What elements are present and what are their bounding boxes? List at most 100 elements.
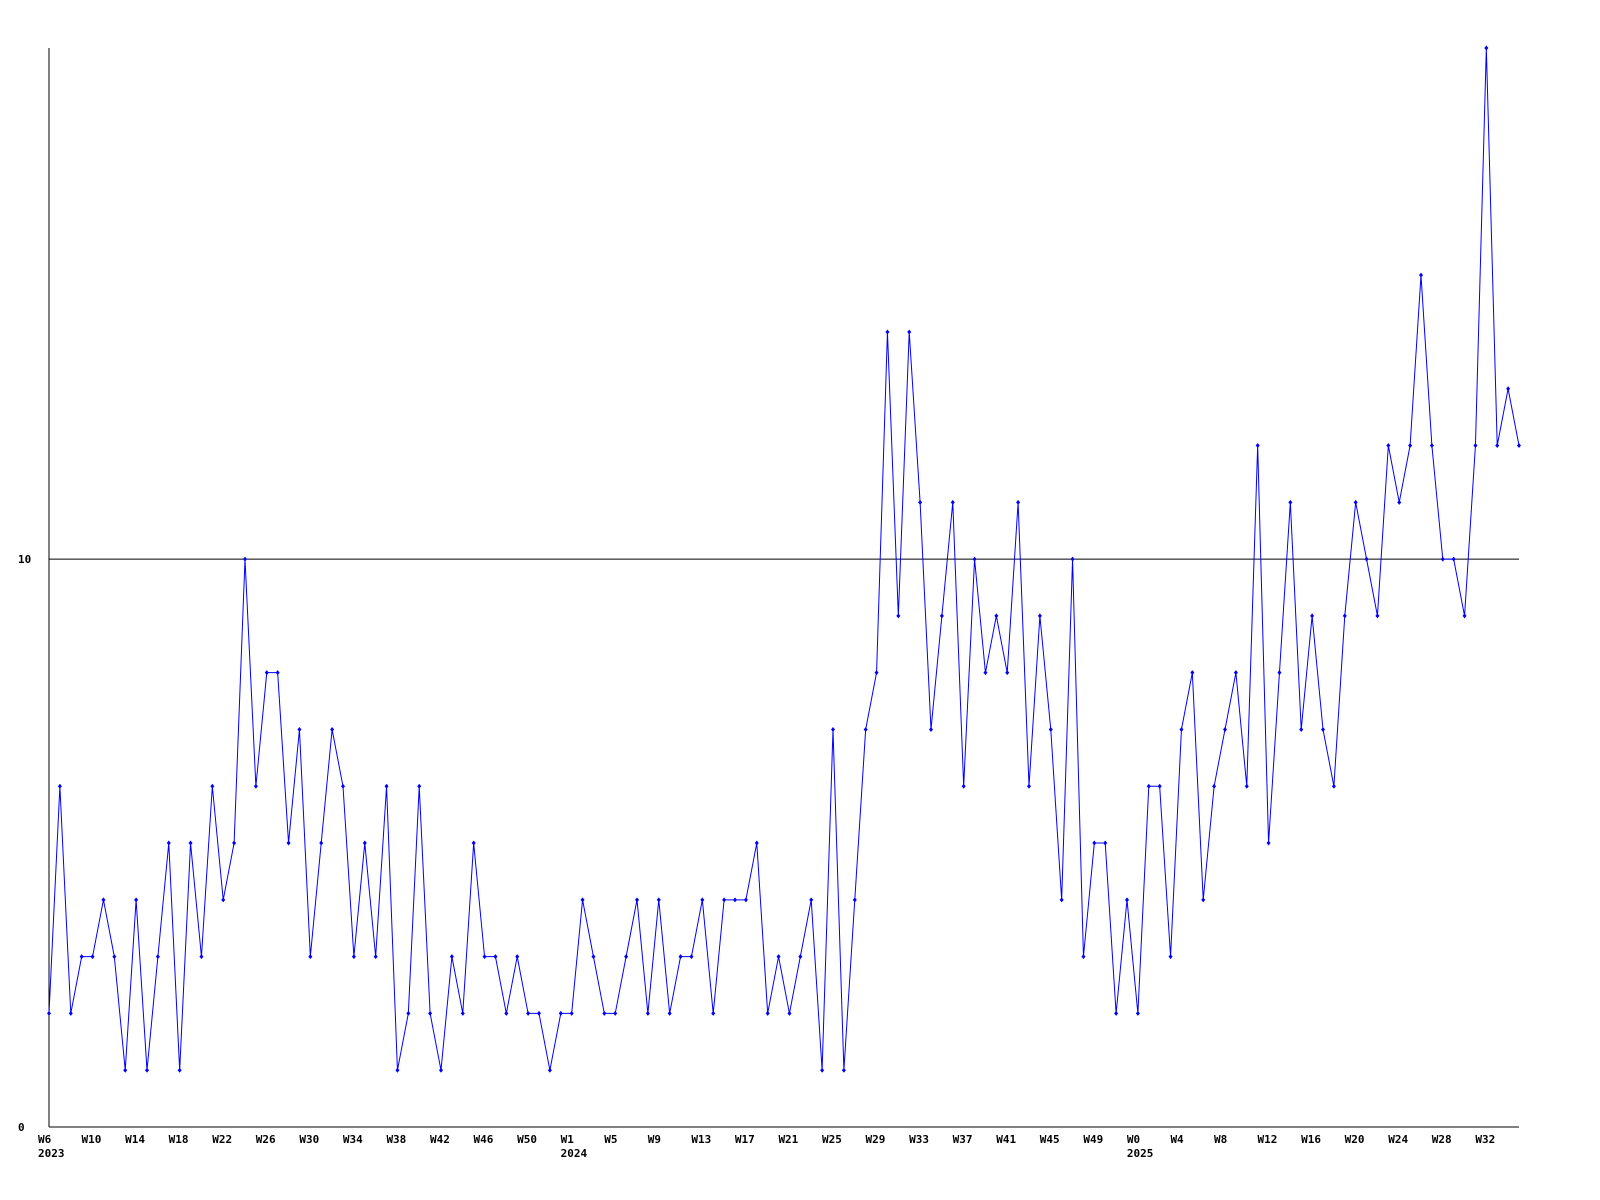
data-point xyxy=(384,783,389,789)
data-point xyxy=(1016,499,1021,505)
x-tick-label: W24 xyxy=(1388,1133,1408,1146)
data-point xyxy=(47,1010,51,1016)
data-point xyxy=(1440,556,1445,562)
data-point xyxy=(831,726,835,732)
x-tick-label: W5 xyxy=(604,1133,617,1146)
x-tick-label: W30 xyxy=(299,1133,319,1146)
data-point xyxy=(1310,613,1315,619)
data-point xyxy=(341,783,345,789)
x-tick-label: W1 xyxy=(561,1133,575,1146)
data-point xyxy=(863,726,868,732)
data-point xyxy=(526,1010,531,1016)
data-point xyxy=(1451,556,1456,562)
x-tick-label: W49 xyxy=(1083,1133,1103,1146)
data-point xyxy=(1212,783,1217,789)
x-tick-label: W38 xyxy=(386,1133,406,1146)
data-point xyxy=(275,670,280,676)
data-point xyxy=(210,783,215,789)
data-point xyxy=(645,1010,650,1016)
x-tick-label: W13 xyxy=(691,1133,711,1146)
data-point xyxy=(1364,556,1369,562)
x-tick-label: W37 xyxy=(953,1133,973,1146)
data-point xyxy=(395,1067,400,1073)
x-tick-label: W0 xyxy=(1127,1133,1140,1146)
data-point xyxy=(689,954,694,960)
data-point xyxy=(493,954,498,960)
data-point xyxy=(1070,556,1075,562)
data-point xyxy=(765,1010,770,1016)
data-point xyxy=(79,954,84,960)
data-point xyxy=(243,556,247,562)
data-point xyxy=(809,897,814,903)
data-point xyxy=(950,499,955,505)
data-point xyxy=(188,840,193,846)
x-tick-label: W6 xyxy=(38,1133,52,1146)
data-point xyxy=(1408,443,1413,449)
data-point xyxy=(1103,840,1108,846)
y-tick-label: 10 xyxy=(18,553,31,566)
data-point xyxy=(515,954,520,960)
data-point xyxy=(417,783,422,789)
data-point xyxy=(1201,897,1206,903)
x-tick-label: W12 xyxy=(1258,1133,1278,1146)
data-point xyxy=(537,1010,541,1016)
data-point xyxy=(972,556,977,562)
data-point xyxy=(1146,783,1151,789)
data-point xyxy=(101,897,106,903)
data-point xyxy=(635,897,639,903)
data-point xyxy=(1506,386,1511,392)
x-year-label: 2025 xyxy=(1127,1147,1154,1160)
data-point xyxy=(678,954,683,960)
data-point xyxy=(1517,443,1521,449)
x-tick-label: W50 xyxy=(517,1133,537,1146)
x-tick-label: W41 xyxy=(996,1133,1016,1146)
data-point xyxy=(199,954,204,960)
data-point xyxy=(297,726,302,732)
data-point xyxy=(1419,272,1423,278)
x-tick-label: W25 xyxy=(822,1133,842,1146)
x-tick-label: W18 xyxy=(169,1133,189,1146)
x-tick-label: W29 xyxy=(866,1133,886,1146)
x-tick-label: W34 xyxy=(343,1133,363,1146)
data-point xyxy=(1081,954,1086,960)
data-point xyxy=(112,954,117,960)
data-point xyxy=(330,726,335,732)
x-tick-label: W22 xyxy=(212,1133,232,1146)
data-point xyxy=(362,840,367,846)
data-point xyxy=(820,1067,825,1073)
data-point xyxy=(667,1010,672,1016)
data-point xyxy=(504,1010,509,1016)
data-point xyxy=(1190,670,1195,676)
data-point xyxy=(798,954,803,960)
data-point xyxy=(776,954,781,960)
x-year-label: 2023 xyxy=(38,1147,65,1160)
data-point xyxy=(264,670,269,676)
data-point xyxy=(253,783,258,789)
x-tick-label: W16 xyxy=(1301,1133,1321,1146)
data-point xyxy=(166,840,171,846)
data-point xyxy=(449,954,454,960)
data-point xyxy=(885,329,890,335)
data-point xyxy=(961,783,966,789)
x-tick-label: W46 xyxy=(474,1133,494,1146)
data-point xyxy=(1059,897,1064,903)
data-point xyxy=(874,670,879,676)
x-tick-label: W26 xyxy=(256,1133,276,1146)
data-point xyxy=(1179,726,1184,732)
data-point xyxy=(983,670,988,676)
data-point xyxy=(373,954,378,960)
data-point xyxy=(1266,840,1271,846)
data-point xyxy=(1125,897,1129,903)
x-tick-label: W8 xyxy=(1214,1133,1227,1146)
x-tick-label: W21 xyxy=(778,1133,798,1146)
x-tick-label: W20 xyxy=(1345,1133,1365,1146)
data-point xyxy=(787,1010,792,1016)
data-point xyxy=(155,954,160,960)
data-point xyxy=(602,1010,607,1016)
data-point xyxy=(1473,443,1478,449)
data-point xyxy=(1495,443,1500,449)
data-point xyxy=(221,897,226,903)
data-point xyxy=(907,329,912,335)
